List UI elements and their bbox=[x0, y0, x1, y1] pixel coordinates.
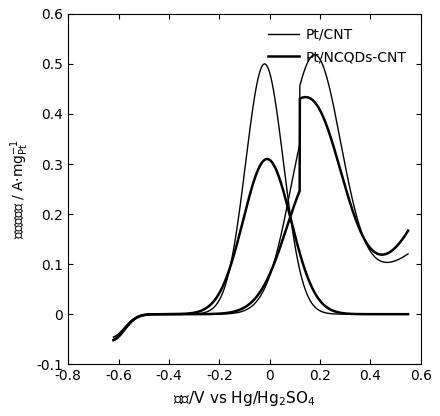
Legend: Pt/CNT, Pt/NCQDs-CNT: Pt/CNT, Pt/NCQDs-CNT bbox=[261, 21, 414, 71]
Pt/CNT bbox=[368, 312, 373, 317]
Line: Pt/NCQDs-CNT: Pt/NCQDs-CNT bbox=[114, 159, 408, 340]
Line: Pt/CNT: Pt/CNT bbox=[114, 64, 408, 337]
Pt/CNT bbox=[224, 279, 229, 284]
Pt/NCQDs-CNT bbox=[368, 312, 373, 317]
Pt/CNT bbox=[111, 334, 116, 339]
Pt/NCQDs-CNT bbox=[400, 312, 405, 317]
Pt/NCQDs-CNT bbox=[111, 337, 116, 342]
Pt/NCQDs-CNT bbox=[162, 312, 167, 317]
Pt/CNT bbox=[144, 312, 150, 317]
Pt/NCQDs-CNT bbox=[224, 275, 229, 280]
Y-axis label: 质量活性性 / A·mg$^{-1}_{\mathrm{Pt}}$: 质量活性性 / A·mg$^{-1}_{\mathrm{Pt}}$ bbox=[8, 139, 31, 239]
Pt/CNT bbox=[162, 312, 167, 317]
Pt/NCQDs-CNT bbox=[264, 156, 270, 161]
Pt/CNT bbox=[262, 62, 267, 67]
X-axis label: 电位/V vs Hg/Hg$_2$SO$_4$: 电位/V vs Hg/Hg$_2$SO$_4$ bbox=[173, 389, 315, 408]
Pt/NCQDs-CNT bbox=[144, 312, 150, 317]
Pt/CNT bbox=[400, 312, 405, 317]
Pt/NCQDs-CNT bbox=[405, 312, 411, 317]
Pt/CNT bbox=[237, 210, 242, 215]
Pt/CNT bbox=[405, 312, 411, 317]
Pt/NCQDs-CNT bbox=[237, 233, 242, 238]
